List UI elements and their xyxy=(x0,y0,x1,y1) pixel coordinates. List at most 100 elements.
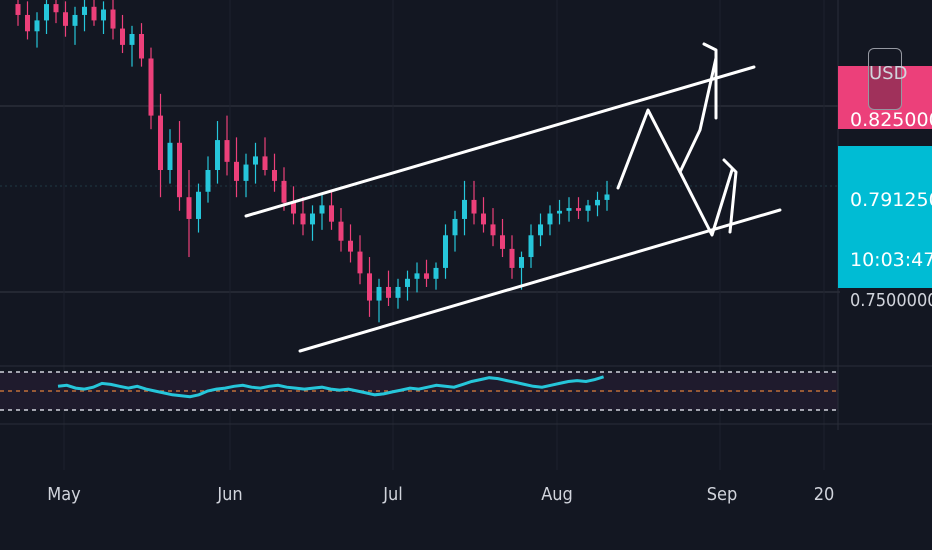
candle xyxy=(528,224,534,268)
candle-body xyxy=(547,213,553,225)
channel-upper-line xyxy=(244,65,756,218)
candle-body xyxy=(462,199,467,219)
candle-body xyxy=(205,170,211,192)
candle-body xyxy=(310,213,315,225)
candle xyxy=(367,257,372,317)
candle-body xyxy=(300,213,306,225)
candle xyxy=(253,142,258,184)
candle-body xyxy=(158,115,163,170)
candle-body xyxy=(386,286,391,298)
candle xyxy=(15,0,21,26)
candle-body xyxy=(566,208,572,211)
candle-body xyxy=(25,14,30,32)
candle xyxy=(243,153,249,198)
candle-body xyxy=(148,58,154,116)
candle-body xyxy=(395,286,401,298)
candle xyxy=(110,0,116,40)
grid xyxy=(0,0,840,470)
candle xyxy=(452,210,458,252)
candle-body xyxy=(186,197,192,219)
candle xyxy=(196,183,201,233)
candle xyxy=(462,180,467,236)
candle-body xyxy=(262,156,268,170)
alert-price-tag xyxy=(838,66,932,129)
time-axis: May Jun Jul Aug Sep 20 xyxy=(47,484,834,505)
x-tick-label: Sep xyxy=(707,484,738,505)
candle-body xyxy=(63,12,68,26)
candle-body xyxy=(528,235,534,258)
candle xyxy=(519,251,524,290)
x-tick-label: Aug xyxy=(541,484,573,505)
last-price-label: 0.79125000 xyxy=(850,189,932,211)
candle xyxy=(158,93,163,198)
candle-body xyxy=(82,6,87,15)
x-tick-label: 20 xyxy=(814,484,835,505)
candle xyxy=(262,137,268,176)
candle-body xyxy=(44,4,49,21)
candle-body xyxy=(139,34,144,59)
candle-body xyxy=(196,191,201,219)
candle xyxy=(34,12,40,48)
candle xyxy=(82,0,87,32)
candle xyxy=(319,194,325,230)
candle xyxy=(414,262,420,293)
currency-label: USD xyxy=(869,63,908,84)
candle-body xyxy=(224,140,230,162)
candle-body xyxy=(167,142,173,170)
candle xyxy=(129,25,135,67)
candle-body xyxy=(585,205,591,211)
candle-body xyxy=(243,164,249,181)
candle xyxy=(443,224,448,279)
candle-body xyxy=(110,9,116,29)
candle xyxy=(148,47,154,130)
trend-channel xyxy=(244,65,782,353)
last-price-tag xyxy=(838,146,932,288)
candle-body xyxy=(500,235,505,249)
candle-body xyxy=(471,199,477,214)
candle xyxy=(215,121,220,184)
channel-lower-line xyxy=(298,208,782,353)
candle xyxy=(101,1,106,34)
candle xyxy=(177,121,182,211)
candle xyxy=(386,270,391,306)
candle-body xyxy=(376,286,382,301)
candle-body xyxy=(367,273,372,301)
candle-body xyxy=(101,9,106,21)
candle xyxy=(120,14,125,54)
currency-button[interactable]: USD xyxy=(868,48,908,110)
candle xyxy=(167,129,173,184)
rsi-line xyxy=(57,375,605,399)
candle xyxy=(72,6,78,45)
price-axis: 0.75000000 0.82500000 0.79125000 10:03:4… xyxy=(837,0,932,430)
candle xyxy=(566,197,572,222)
candle xyxy=(272,153,277,192)
candle xyxy=(25,1,30,40)
candle-body xyxy=(129,34,135,45)
candle xyxy=(348,224,353,263)
candle-body xyxy=(557,210,562,214)
candle xyxy=(224,115,230,176)
candle xyxy=(547,205,553,236)
candle xyxy=(376,278,382,323)
candle-body xyxy=(15,4,21,15)
candle-body xyxy=(329,205,334,222)
forecast-zigzag xyxy=(616,108,734,237)
candle-body xyxy=(481,213,486,225)
candle xyxy=(291,186,296,225)
forecast-breakout xyxy=(678,56,718,174)
candle-body xyxy=(443,235,448,268)
candle-body xyxy=(357,251,363,274)
candle-body xyxy=(72,14,78,26)
candle xyxy=(357,235,363,285)
candle-body xyxy=(424,273,429,279)
candle-body xyxy=(595,199,600,206)
candle xyxy=(186,170,192,258)
candle xyxy=(63,1,68,37)
candle-body xyxy=(604,194,610,200)
candle xyxy=(509,235,515,279)
candle xyxy=(205,156,211,203)
candle xyxy=(395,278,401,309)
forecast-arrow-up-2 xyxy=(722,158,738,234)
alert-price-label: 0.82500000 xyxy=(850,109,932,131)
